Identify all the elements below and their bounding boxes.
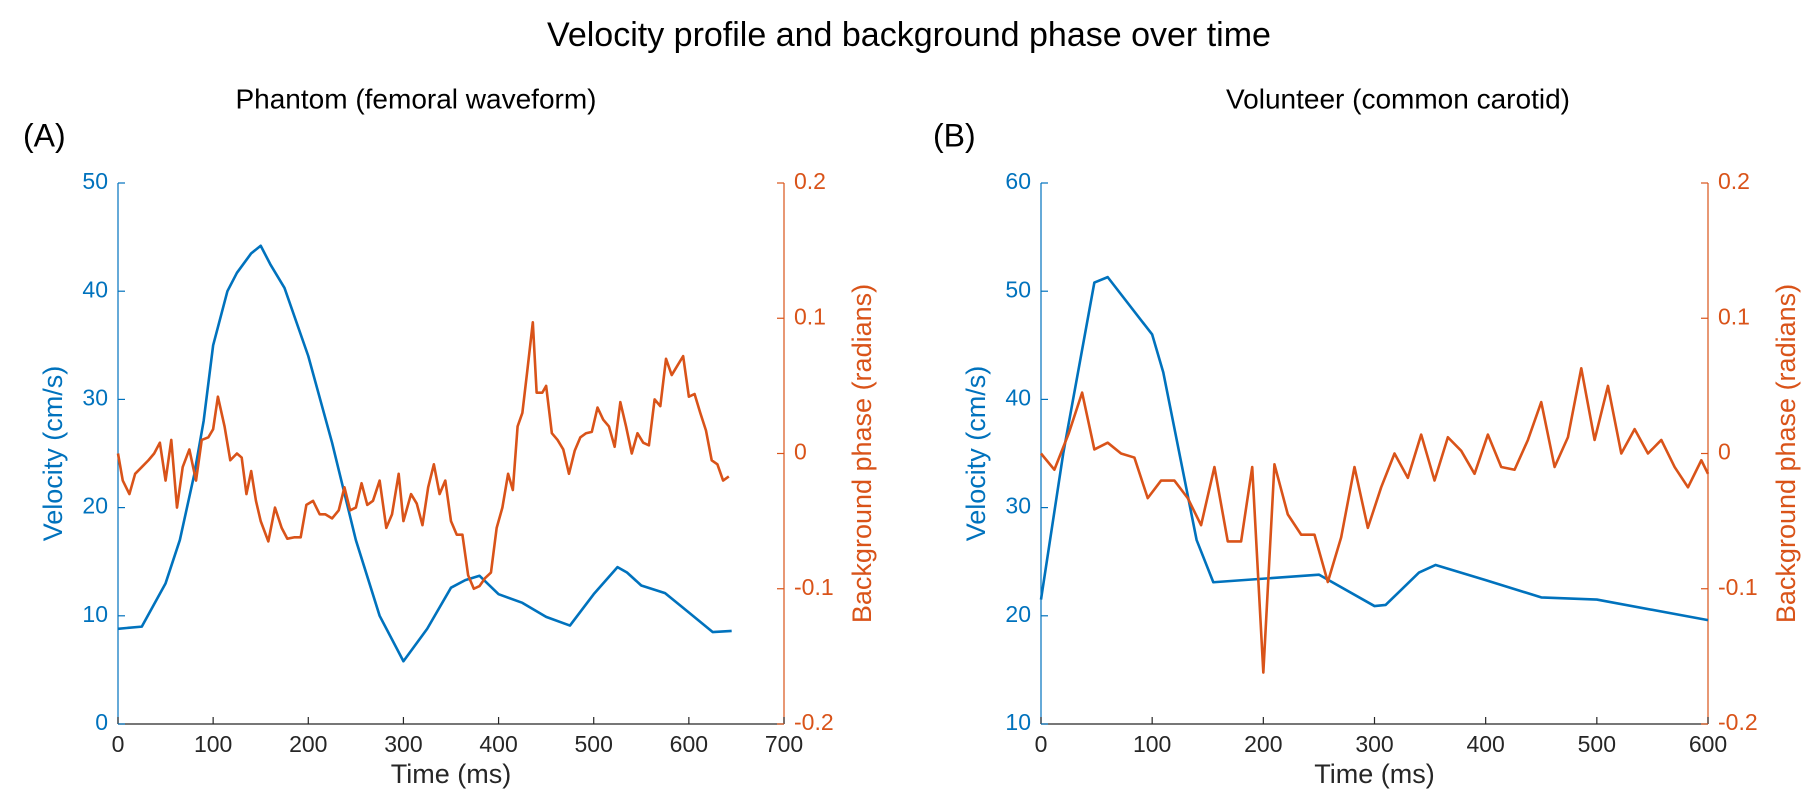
y-tick-label: 50 xyxy=(82,168,108,194)
y-tick-label: 0 xyxy=(95,709,108,735)
x-tick-label: 300 xyxy=(1355,731,1393,757)
panel-label: (B) xyxy=(933,117,976,153)
y-tick-label: 10 xyxy=(1005,709,1031,735)
x-tick-label: 100 xyxy=(194,731,232,757)
y2-axis-label: Background phase (radians) xyxy=(847,284,877,623)
y-tick-label: 30 xyxy=(82,384,108,410)
y-tick-label: 10 xyxy=(82,601,108,627)
y2-tick-label: 0 xyxy=(1718,439,1731,465)
x-tick-label: 0 xyxy=(112,731,125,757)
y2-tick-label: -0.1 xyxy=(794,574,834,600)
figure-title: Velocity profile and background phase ov… xyxy=(547,16,1271,54)
x-tick-label: 600 xyxy=(670,731,708,757)
x-tick-label: 400 xyxy=(1466,731,1504,757)
y-tick-label: 20 xyxy=(1005,601,1031,627)
y2-tick-label: 0.2 xyxy=(794,168,826,194)
y2-tick-label: -0.1 xyxy=(1718,574,1758,600)
x-tick-label: 600 xyxy=(1689,731,1727,757)
x-tick-label: 100 xyxy=(1133,731,1171,757)
x-tick-label: 200 xyxy=(1244,731,1282,757)
x-tick-label: 400 xyxy=(479,731,517,757)
y-tick-label: 40 xyxy=(1005,384,1031,410)
x-tick-label: 200 xyxy=(289,731,327,757)
data-line xyxy=(116,321,730,591)
y2-tick-label: 0.2 xyxy=(1718,168,1750,194)
y-tick-label: 40 xyxy=(82,276,108,302)
data-line xyxy=(1039,275,1709,622)
y2-tick-label: -0.2 xyxy=(794,709,834,735)
subplot-title: Phantom (femoral waveform) xyxy=(235,83,596,114)
x-axis-label: Time (ms) xyxy=(391,759,511,789)
x-tick-label: 0 xyxy=(1035,731,1048,757)
x-axis-label: Time (ms) xyxy=(1314,759,1434,789)
x-tick-label: 500 xyxy=(1578,731,1616,757)
data-line xyxy=(117,244,732,663)
y-axis-label: Velocity (cm/s) xyxy=(961,366,991,542)
x-tick-label: 700 xyxy=(765,731,803,757)
y2-axis-label: Background phase (radians) xyxy=(1771,284,1801,623)
y2-tick-label: 0.1 xyxy=(1718,303,1750,329)
x-tick-label: 300 xyxy=(384,731,422,757)
y2-tick-label: -0.2 xyxy=(1718,709,1758,735)
x-tick-label: 500 xyxy=(575,731,613,757)
y-tick-label: 50 xyxy=(1005,276,1031,302)
y2-tick-label: 0 xyxy=(794,439,807,465)
y2-tick-label: 0.1 xyxy=(794,303,826,329)
panel-label: (A) xyxy=(23,117,66,153)
subplot-title: Volunteer (common carotid) xyxy=(1226,83,1570,114)
y-tick-label: 30 xyxy=(1005,493,1031,519)
data-line xyxy=(1039,366,1710,674)
y-tick-label: 60 xyxy=(1005,168,1031,194)
y-tick-label: 20 xyxy=(82,493,108,519)
y-axis-label: Velocity (cm/s) xyxy=(38,366,68,542)
